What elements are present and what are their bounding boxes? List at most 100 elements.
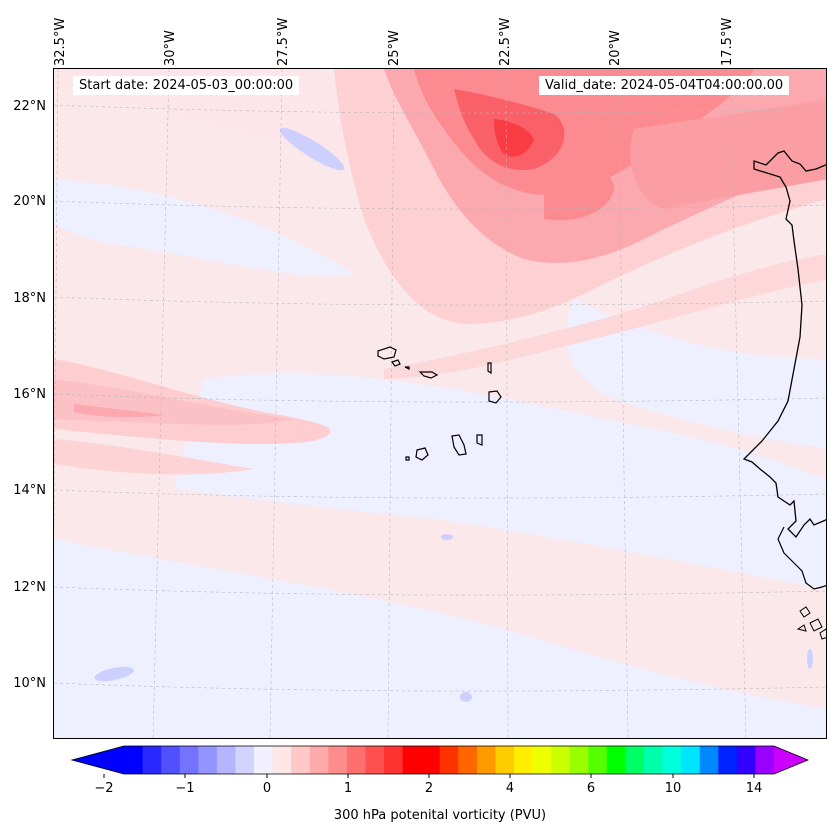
cape-verde-islands xyxy=(377,346,502,461)
pv-neg-band-south xyxy=(54,539,826,738)
pv-neg-band-east xyxy=(566,299,826,449)
colorbar-segment xyxy=(625,746,645,774)
colorbar-tick-4: 4 xyxy=(505,781,515,796)
island-sal xyxy=(487,362,492,375)
lon-label-17-5w: 17.5°W xyxy=(720,17,735,66)
colorbar-segment xyxy=(551,746,571,774)
colorbar-segment xyxy=(235,746,255,774)
lon-label-22-5w: 22.5°W xyxy=(498,17,513,66)
colorbar-segment xyxy=(254,746,274,774)
pv-neg-spot-1 xyxy=(279,127,345,171)
colorbar-tick-0: 0 xyxy=(262,781,272,796)
lon-label-25w: 25°W xyxy=(387,30,402,66)
gridline-lon-25 xyxy=(387,69,395,738)
colorbar-segment xyxy=(718,746,738,774)
colorbar-over-arrow xyxy=(774,746,808,774)
gridline-lon-20 xyxy=(617,69,629,738)
pv-band-west-core xyxy=(74,404,164,418)
gridline-lat-22 xyxy=(54,104,826,114)
colorbar-tick-10: 10 xyxy=(664,781,682,796)
island-sao-vicente xyxy=(391,359,401,367)
colorbar-segment xyxy=(588,746,608,774)
colorbar-segment xyxy=(179,746,199,774)
colorbar-segment xyxy=(309,746,329,774)
pv-neg-spot-5 xyxy=(807,649,813,669)
lat-label-22n: 22°N xyxy=(13,99,46,114)
lon-label-32-5w: 32.5°W xyxy=(53,17,68,66)
island-boa-vista xyxy=(488,390,502,404)
colorbar-segment xyxy=(514,746,534,774)
colorbar-tick-6: 6 xyxy=(586,781,596,796)
west-africa-coastline xyxy=(742,150,826,539)
colorbar-tick-neg2: −2 xyxy=(94,781,114,796)
pv-band-north-peak xyxy=(494,119,534,157)
pv-neg-spot-6 xyxy=(441,534,453,540)
colorbar xyxy=(70,745,810,778)
gridline-lon-27-5 xyxy=(269,69,283,738)
colorbar-segment xyxy=(458,746,478,774)
colorbar-segment xyxy=(346,746,366,774)
colorbar-segment xyxy=(606,746,626,774)
gridline-lat-20 xyxy=(54,200,826,210)
colorbar-tick-neg1: −1 xyxy=(175,781,195,796)
colorbar-segment xyxy=(216,746,236,774)
colorbar-tick-1: 1 xyxy=(343,781,353,796)
pv-band-ne-right xyxy=(630,99,826,209)
pv-neg-spot-3 xyxy=(94,666,134,682)
island-maio xyxy=(476,434,483,446)
lon-label-20w: 20°W xyxy=(608,30,623,66)
pv-positive-regions xyxy=(54,69,826,475)
island-brava xyxy=(405,456,410,461)
colorbar-under-arrow xyxy=(72,746,124,774)
gridline-lat-16 xyxy=(54,393,826,403)
colorbar-segment xyxy=(161,746,181,774)
pv-band-mid-diag xyxy=(384,254,826,379)
lat-label-14n: 14°N xyxy=(13,483,46,498)
island-fogo xyxy=(415,447,429,461)
coast-detail-south xyxy=(777,526,826,590)
colorbar-segment xyxy=(662,746,682,774)
colorbar-segment xyxy=(495,746,515,774)
gridline-lon-17-5 xyxy=(729,69,747,738)
colorbar-segment xyxy=(699,746,719,774)
colorbar-segment xyxy=(272,746,292,774)
lat-label-18n: 18°N xyxy=(13,291,46,306)
gridline-lat-10 xyxy=(54,682,826,692)
lon-label-27-5w: 27.5°W xyxy=(276,17,291,66)
pv-neg-spot-4 xyxy=(460,692,472,702)
colorbar-segment xyxy=(328,746,348,774)
colorbar-segment xyxy=(365,746,385,774)
colorbar-tick-14: 14 xyxy=(745,781,763,796)
island-santo-antao xyxy=(377,346,397,360)
pv-field-map xyxy=(54,69,826,738)
colorbar-segment xyxy=(384,746,404,774)
lon-label-30w: 30°W xyxy=(163,30,178,66)
colorbar-segment xyxy=(439,746,459,774)
colorbar-segment xyxy=(198,746,218,774)
valid-date-box: Valid_date: 2024-05-04T04:00:00.00 xyxy=(539,76,790,95)
colorbar-segment xyxy=(736,746,756,774)
pv-neg-band-center xyxy=(174,373,826,589)
lat-label-20n: 20°N xyxy=(13,194,46,209)
start-date-box: Start date: 2024-05-03_00:00:00 xyxy=(73,76,300,95)
colorbar-segment xyxy=(476,746,496,774)
colorbar-segment xyxy=(532,746,552,774)
lat-label-12n: 12°N xyxy=(13,580,46,595)
pv-band-ne-strong xyxy=(544,172,614,221)
colorbar-segment xyxy=(291,746,311,774)
gridline-lat-14 xyxy=(54,489,826,499)
gridline-lon-30 xyxy=(152,69,170,738)
gridline-lat-12 xyxy=(54,586,826,596)
colorbar-segment xyxy=(644,746,664,774)
gridline-lon-22-5 xyxy=(505,69,509,738)
colorbar-segment xyxy=(569,746,589,774)
island-santa-luzia xyxy=(404,366,410,370)
colorbar-segment xyxy=(421,746,441,774)
island-sao-nicolau xyxy=(418,371,439,379)
gridline-lat-18 xyxy=(54,296,826,306)
colorbar-segment xyxy=(681,746,701,774)
colorbar-label: 300 hPa potenital vorticity (PVU) xyxy=(333,808,547,823)
colorbar-outline xyxy=(70,745,810,775)
pv-band-sw xyxy=(54,439,254,475)
lat-label-10n: 10°N xyxy=(13,676,46,691)
